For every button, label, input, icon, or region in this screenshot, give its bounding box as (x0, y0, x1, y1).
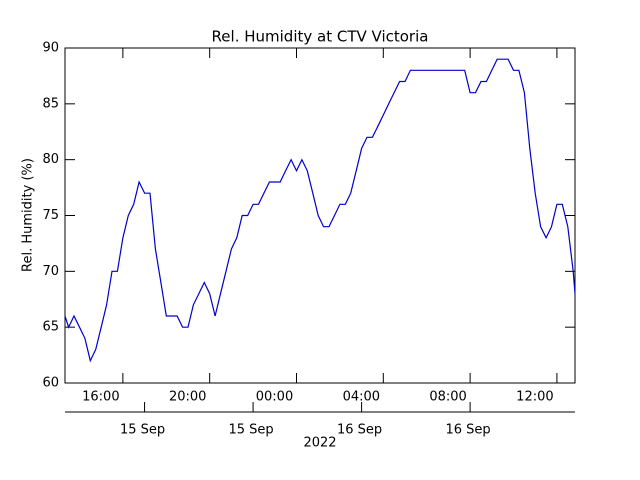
y-tick-label: 75 (42, 208, 59, 223)
x-tick-label: 12:00 (516, 390, 553, 405)
date-tick-label: 15 Sep (120, 423, 165, 438)
y-tick-label: 70 (42, 264, 59, 279)
chart-title: Rel. Humidity at CTV Victoria (212, 28, 429, 46)
x-axis-label: 2022 (303, 436, 336, 451)
x-tick-label: 08:00 (429, 390, 466, 405)
x-tick-label: 00:00 (256, 390, 293, 405)
y-tick-label: 80 (42, 152, 59, 167)
y-axis-label: Rel. Humidity (%) (21, 158, 36, 272)
x-tick-label: 16:00 (82, 390, 119, 405)
date-tick-label: 16 Sep (446, 423, 491, 438)
date-tick-label: 15 Sep (228, 423, 273, 438)
x-tick-label: 20:00 (169, 390, 206, 405)
y-tick-label: 85 (42, 96, 59, 111)
y-tick-label: 65 (42, 320, 59, 335)
x-tick-label: 04:00 (343, 390, 380, 405)
date-tick-label: 16 Sep (337, 423, 382, 438)
y-tick-label: 90 (42, 41, 59, 56)
data-line (64, 58, 576, 363)
y-tick-label: 60 (42, 376, 59, 391)
